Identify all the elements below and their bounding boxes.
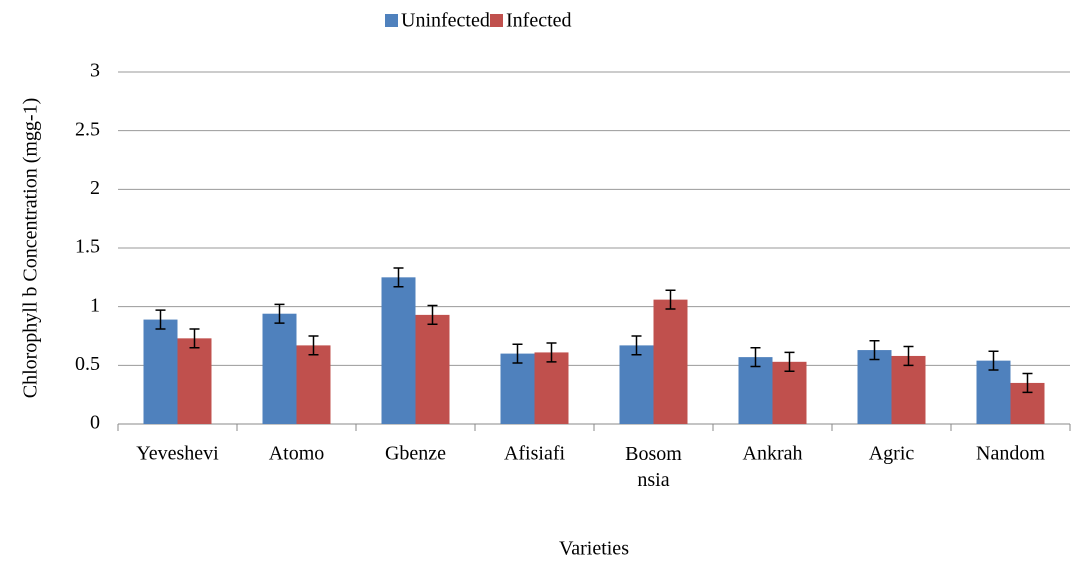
bar xyxy=(858,350,892,424)
x-tick-label: Yeveshevi xyxy=(136,443,219,465)
legend-swatch xyxy=(490,14,503,27)
x-tick-label: Nandom xyxy=(976,443,1045,465)
x-tick-label: Agric xyxy=(869,443,915,465)
y-tick-label: 0 xyxy=(90,412,100,434)
bar xyxy=(654,300,688,424)
y-tick-label: 3 xyxy=(90,60,100,82)
y-tick-label: 1.5 xyxy=(75,236,100,258)
y-tick-label: 2.5 xyxy=(75,118,100,140)
bar xyxy=(178,338,212,424)
y-tick-label: 0.5 xyxy=(75,353,100,375)
legend-swatch xyxy=(385,14,398,27)
y-tick-label: 1 xyxy=(90,294,100,316)
bar xyxy=(297,345,331,424)
y-axis-title: Chlorophyll b Concentration (mgg-1) xyxy=(20,98,42,399)
legend-label: Uninfected xyxy=(401,10,490,32)
x-axis-title: Varieties xyxy=(559,538,629,560)
bar xyxy=(263,314,297,424)
bar xyxy=(144,320,178,424)
bar xyxy=(416,315,450,424)
bar xyxy=(535,352,569,424)
bar xyxy=(382,277,416,424)
x-tick-label: Ankrah xyxy=(743,443,803,465)
x-tick-label: Gbenze xyxy=(385,443,446,465)
legend-label: Infected xyxy=(506,10,572,32)
bar xyxy=(501,354,535,424)
y-tick-label: 2 xyxy=(90,177,100,199)
bar xyxy=(892,356,926,424)
chart: Chlorophyll b Concentration (mgg-1) Vari… xyxy=(0,0,1075,564)
bar xyxy=(620,345,654,424)
x-tick-label: Afisiafi xyxy=(504,443,566,465)
x-tick-label: Atomo xyxy=(269,443,325,465)
